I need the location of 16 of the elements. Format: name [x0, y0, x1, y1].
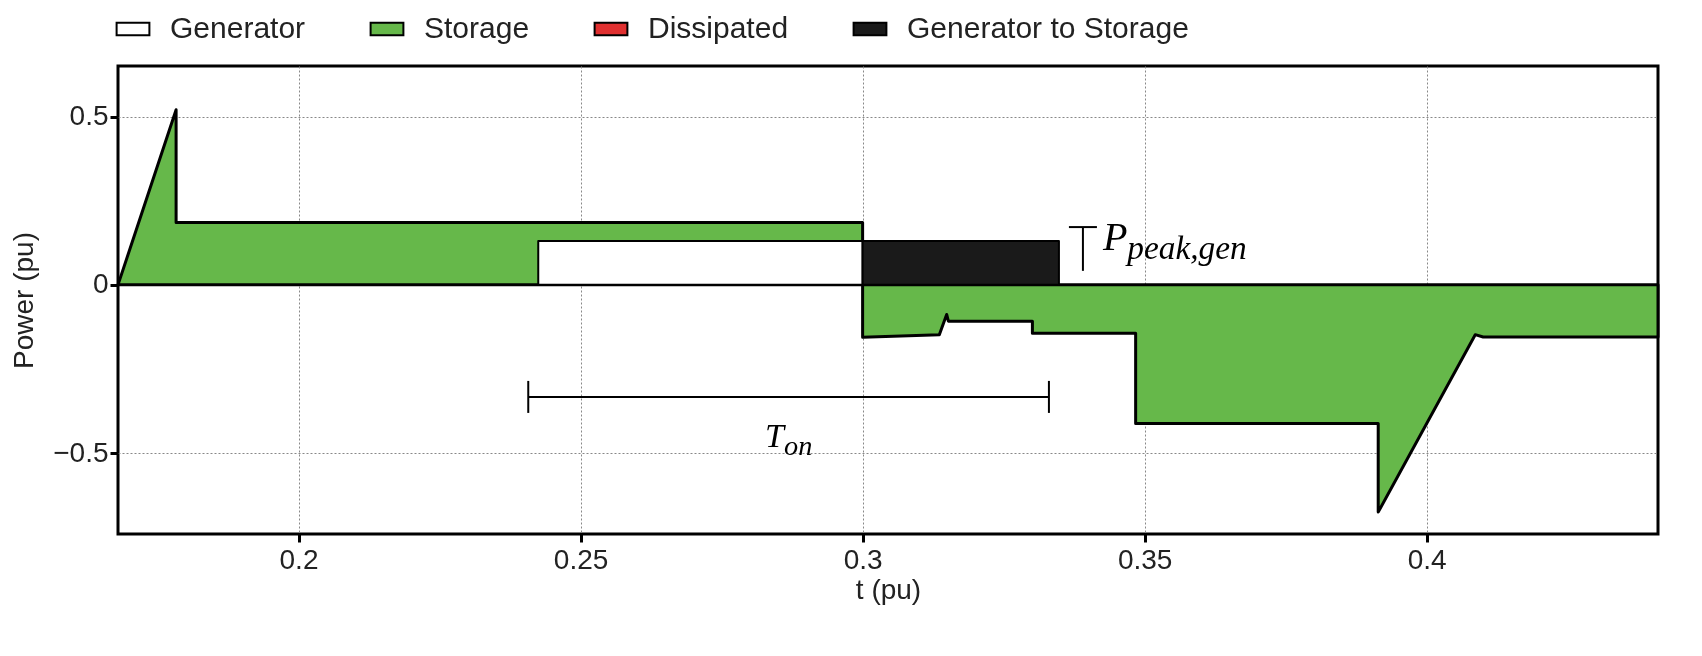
- x-tick-label: 0.3: [843, 543, 883, 575]
- y-tick-label: 0.5: [69, 100, 109, 131]
- x-tick-label: 0.25: [553, 543, 609, 575]
- x-tick-label: 0.35: [1117, 543, 1173, 575]
- annotation: T$_{on}$: [765, 416, 813, 461]
- legend-label: Generator: [170, 11, 306, 44]
- legend-label: Storage: [424, 11, 530, 44]
- x-tick-label: 0.4: [1407, 543, 1447, 575]
- legend-label: Generator to Storage: [907, 11, 1189, 44]
- x-tick-label: 0.2: [279, 543, 319, 575]
- y-axis-title: Power (pu): [8, 232, 40, 369]
- legend-label: Dissipated: [648, 11, 789, 44]
- y-tick-label: 0: [92, 268, 109, 300]
- x-axis-title: t (pu): [855, 573, 922, 605]
- annotation: P$_{peak,gen}$: [1102, 214, 1247, 267]
- y-tick-label: −0.5: [53, 436, 109, 468]
